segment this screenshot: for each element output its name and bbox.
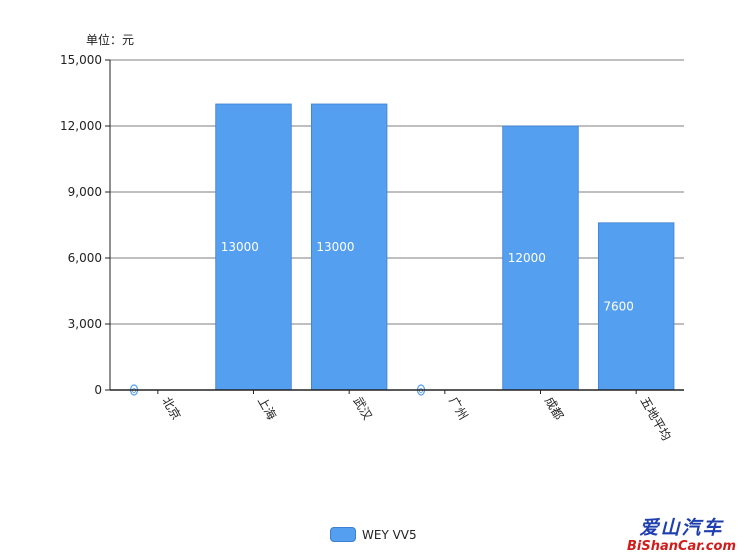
bar[interactable] xyxy=(215,103,292,391)
x-tick-label: 武汉 xyxy=(351,395,375,423)
watermark-logo: 爱山汽车 BiShanCar.com xyxy=(626,517,736,554)
x-tick-label: 广州 xyxy=(446,395,470,423)
x-tick-label: 北京 xyxy=(159,395,183,423)
bar-value-label: 12000 xyxy=(508,251,546,265)
unit-label: 单位：元 xyxy=(86,33,135,47)
y-tick-label: 3,000 xyxy=(68,317,102,331)
y-axis-ticks: 0 3,000 6,000 9,000 12,000 15,000 xyxy=(60,53,110,397)
y-tick-label: 15,000 xyxy=(60,53,102,67)
x-tick-label: 成都 xyxy=(542,395,566,423)
legend[interactable]: WEY VV5 xyxy=(330,527,417,542)
x-axis-labels: 北京 上海 武汉 广州 成都 五地平均 xyxy=(157,390,674,444)
bar-value-label: 7600 xyxy=(603,299,634,313)
bars: 0 13000 13000 0 12000 7600 xyxy=(129,103,675,396)
y-tick-label: 0 xyxy=(94,383,102,397)
bar-value-label: 13000 xyxy=(221,240,259,254)
x-tick-label: 五地平均 xyxy=(638,395,674,444)
bar-value-label: 13000 xyxy=(316,240,354,254)
watermark-english: BiShanCar.com xyxy=(626,539,736,554)
legend-label: WEY VV5 xyxy=(362,527,417,542)
y-tick-label: 6,000 xyxy=(68,251,102,265)
legend-swatch xyxy=(330,527,356,542)
bar-value-label: 0 xyxy=(132,387,136,395)
y-tick-label: 9,000 xyxy=(68,185,102,199)
bar-value-label: 0 xyxy=(419,387,423,395)
gridlines xyxy=(110,59,684,325)
watermark-chinese: 爱山汽车 xyxy=(639,517,724,539)
x-tick-label: 上海 xyxy=(255,394,280,422)
y-tick-label: 12,000 xyxy=(60,119,102,133)
bar[interactable] xyxy=(597,222,675,391)
bar[interactable] xyxy=(310,103,388,391)
bar[interactable] xyxy=(502,125,579,391)
